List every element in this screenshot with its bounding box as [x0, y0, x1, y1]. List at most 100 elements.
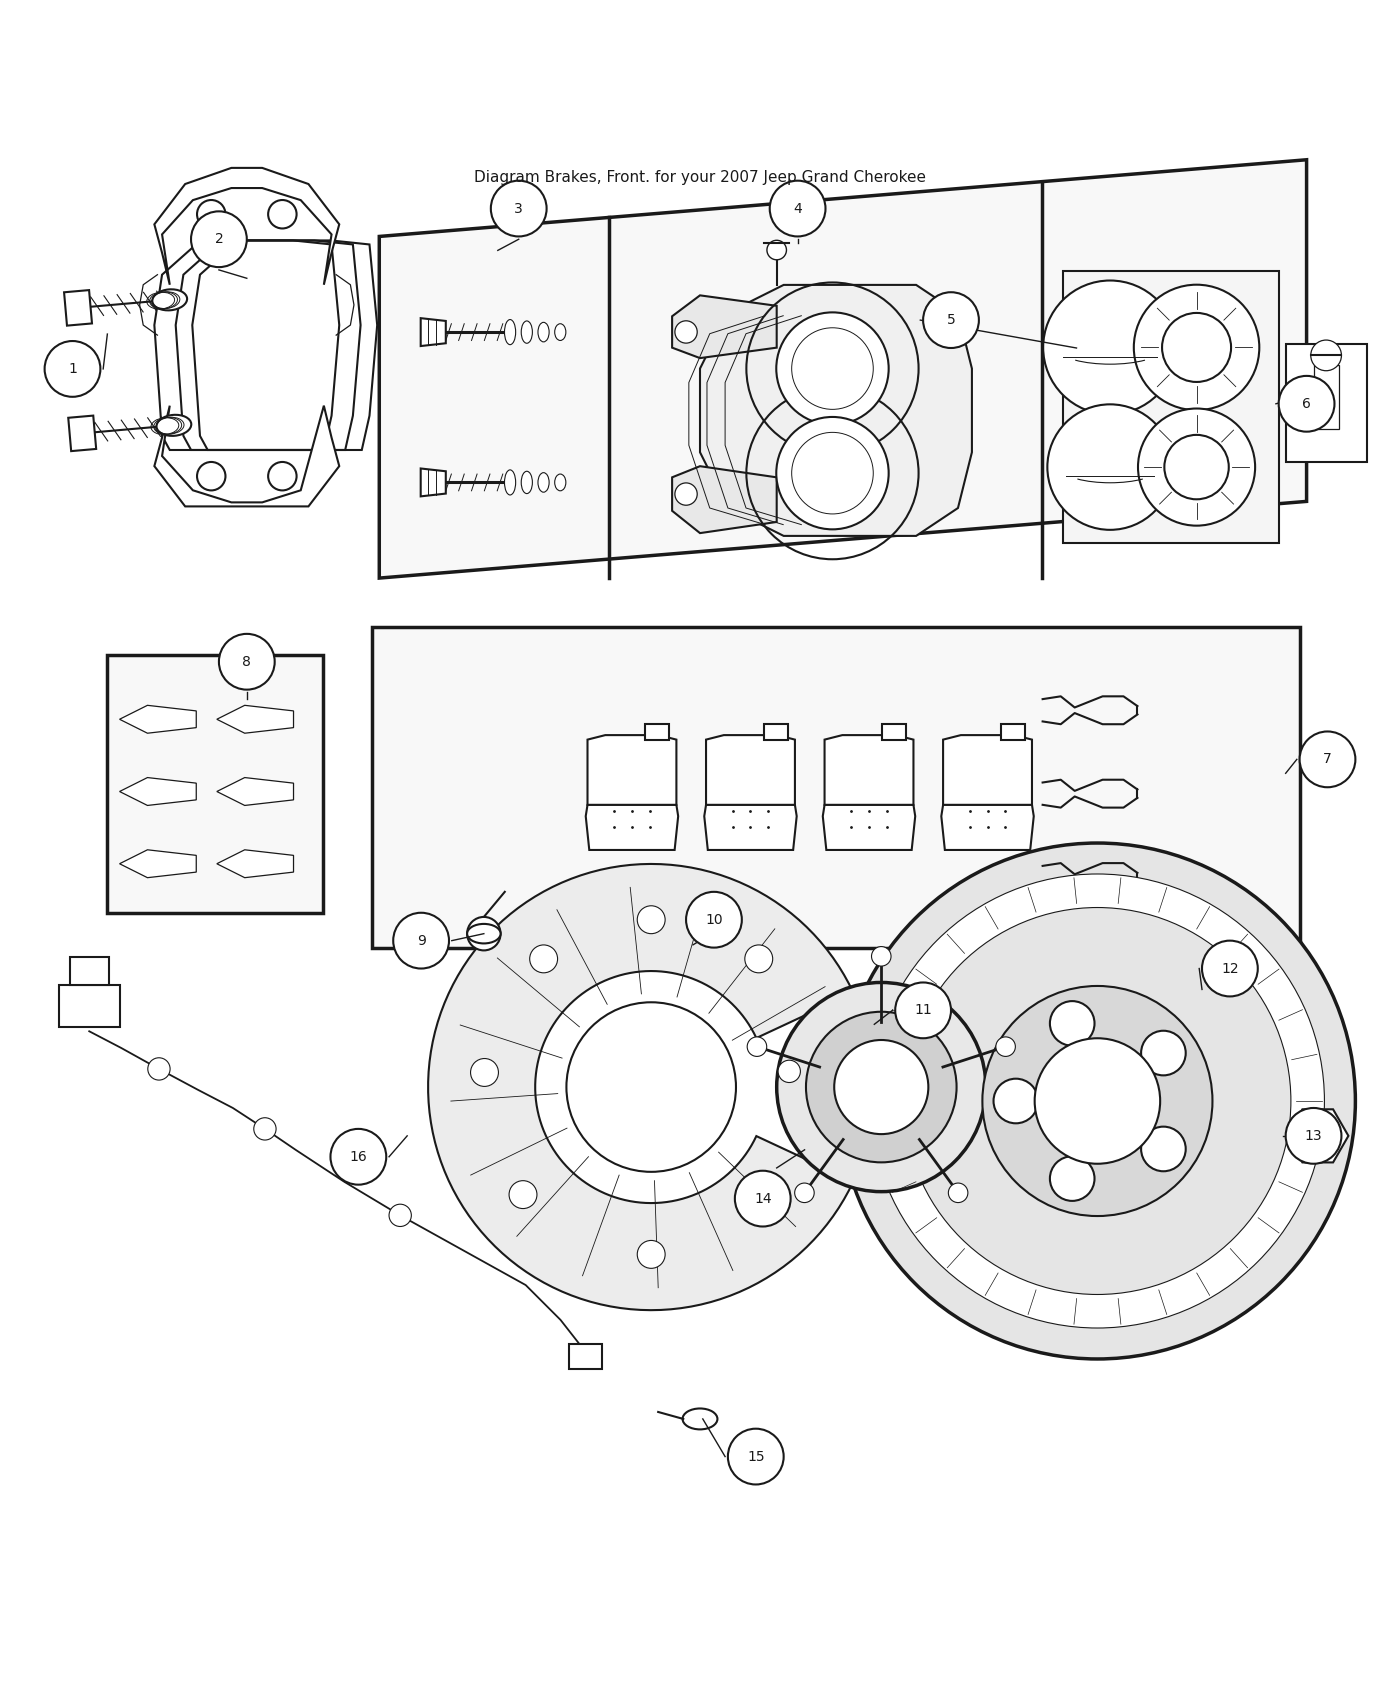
Circle shape [776, 313, 889, 425]
Polygon shape [154, 168, 339, 286]
Ellipse shape [554, 323, 566, 340]
Polygon shape [217, 706, 294, 733]
Circle shape [1141, 1030, 1186, 1076]
Polygon shape [119, 777, 196, 806]
Circle shape [904, 908, 1291, 1294]
Circle shape [735, 1171, 791, 1226]
Circle shape [1043, 280, 1177, 415]
Polygon shape [420, 318, 445, 347]
Ellipse shape [157, 415, 192, 435]
Circle shape [1035, 1039, 1161, 1165]
Polygon shape [217, 777, 294, 806]
Circle shape [983, 986, 1212, 1216]
Polygon shape [64, 291, 92, 326]
Text: 3: 3 [514, 202, 524, 216]
Bar [568, 1343, 602, 1368]
Polygon shape [672, 466, 777, 534]
Polygon shape [764, 724, 788, 740]
Circle shape [1138, 408, 1256, 525]
Circle shape [1162, 313, 1231, 382]
Circle shape [840, 843, 1355, 1358]
Polygon shape [704, 804, 797, 850]
Circle shape [510, 1182, 538, 1209]
Circle shape [253, 1117, 276, 1141]
Text: 15: 15 [748, 1450, 764, 1464]
Circle shape [728, 1428, 784, 1484]
Circle shape [1285, 1108, 1341, 1165]
Circle shape [269, 201, 297, 228]
Circle shape [1299, 731, 1355, 787]
Circle shape [745, 945, 773, 972]
Circle shape [923, 292, 979, 348]
Circle shape [872, 947, 890, 966]
Ellipse shape [554, 474, 566, 491]
Text: 5: 5 [946, 313, 955, 326]
Circle shape [330, 1129, 386, 1185]
Circle shape [529, 945, 557, 972]
Text: 4: 4 [794, 202, 802, 216]
Ellipse shape [153, 289, 188, 311]
Circle shape [1047, 405, 1173, 530]
Circle shape [1165, 435, 1229, 500]
Circle shape [1134, 284, 1260, 410]
Circle shape [895, 983, 951, 1039]
Circle shape [269, 462, 297, 490]
Polygon shape [941, 804, 1033, 850]
Circle shape [1301, 1119, 1334, 1153]
Circle shape [675, 321, 697, 343]
Text: 12: 12 [1221, 962, 1239, 976]
Polygon shape [428, 864, 854, 1311]
Polygon shape [672, 296, 777, 359]
Polygon shape [825, 734, 913, 804]
Text: 2: 2 [214, 233, 223, 246]
Circle shape [994, 1080, 1039, 1124]
Text: 9: 9 [417, 933, 426, 947]
Bar [372, 627, 1299, 947]
Circle shape [806, 1012, 956, 1163]
Circle shape [767, 240, 787, 260]
Circle shape [776, 416, 889, 529]
Polygon shape [420, 469, 445, 496]
Circle shape [675, 483, 697, 505]
Circle shape [197, 462, 225, 490]
Circle shape [148, 1057, 171, 1080]
Polygon shape [882, 724, 906, 740]
Polygon shape [154, 406, 339, 507]
Text: 11: 11 [914, 1003, 932, 1017]
Bar [1285, 343, 1366, 462]
Circle shape [995, 1037, 1015, 1056]
Polygon shape [645, 724, 669, 740]
Circle shape [1203, 940, 1257, 996]
Circle shape [871, 874, 1324, 1328]
Polygon shape [69, 415, 97, 451]
Ellipse shape [468, 923, 501, 944]
Polygon shape [119, 706, 196, 733]
Circle shape [1278, 376, 1334, 432]
Text: 13: 13 [1305, 1129, 1323, 1142]
Circle shape [770, 180, 826, 236]
Text: 8: 8 [242, 654, 251, 668]
Circle shape [218, 634, 274, 690]
Bar [70, 957, 109, 986]
Polygon shape [823, 804, 916, 850]
Circle shape [834, 1040, 928, 1134]
Bar [1313, 366, 1338, 428]
Text: 6: 6 [1302, 396, 1310, 411]
Text: 16: 16 [350, 1149, 367, 1164]
Circle shape [1310, 340, 1341, 371]
Text: 1: 1 [69, 362, 77, 376]
Circle shape [491, 180, 546, 236]
Circle shape [948, 1183, 967, 1202]
Circle shape [1050, 1001, 1095, 1046]
Ellipse shape [683, 1409, 717, 1430]
Circle shape [686, 892, 742, 947]
Polygon shape [1001, 724, 1025, 740]
Polygon shape [588, 734, 676, 804]
Ellipse shape [504, 469, 515, 495]
Polygon shape [379, 160, 1306, 578]
Circle shape [470, 1059, 498, 1086]
Circle shape [795, 1183, 815, 1202]
Circle shape [777, 983, 986, 1192]
Circle shape [393, 913, 449, 969]
Polygon shape [217, 850, 294, 877]
